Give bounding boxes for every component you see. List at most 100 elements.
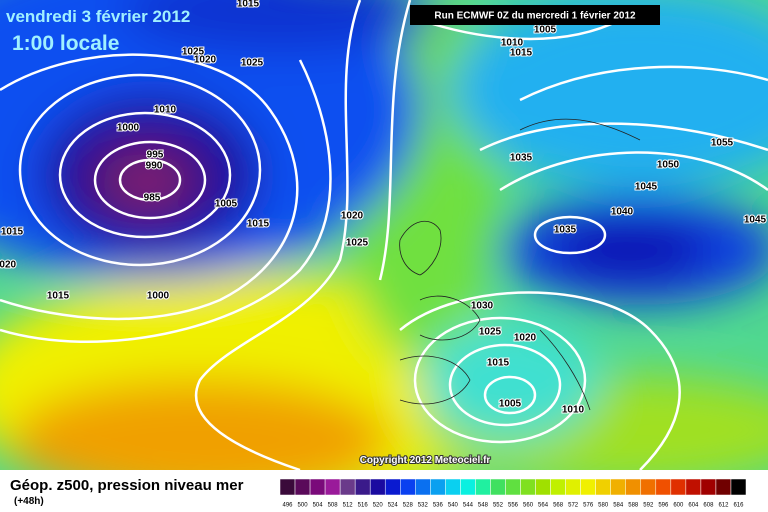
colorbar-label: 548 bbox=[478, 503, 489, 509]
isobar-label: 1015 bbox=[1, 227, 24, 238]
colorbar-label: 572 bbox=[568, 503, 579, 509]
colorbar-label: 496 bbox=[283, 503, 294, 509]
color-swatch bbox=[565, 478, 581, 496]
isobar-label: 1015 bbox=[237, 0, 260, 10]
colorbar-label: 512 bbox=[343, 503, 354, 509]
isobar-label: 1040 bbox=[611, 207, 634, 218]
color-swatch bbox=[730, 478, 747, 496]
isobar-label: 1015 bbox=[47, 291, 70, 302]
colorbar-label: 608 bbox=[703, 503, 714, 509]
colorbar-label: 604 bbox=[688, 503, 699, 509]
local-time: 1:00 locale bbox=[12, 32, 119, 55]
isobar-label: 1030 bbox=[471, 301, 494, 312]
isobar-label: 1010 bbox=[154, 105, 177, 116]
colorbar-label: 508 bbox=[328, 503, 339, 509]
colorbar-label: 600 bbox=[673, 503, 684, 509]
color-swatch bbox=[640, 478, 657, 496]
color-swatch bbox=[400, 478, 416, 496]
colorbar-label: 540 bbox=[448, 503, 459, 509]
colorbar-label: 560 bbox=[523, 503, 534, 509]
isobar-label: 1020 bbox=[194, 55, 217, 66]
colorbar-label: 576 bbox=[583, 503, 594, 509]
isobar-label: 995 bbox=[147, 150, 164, 161]
color-swatch bbox=[384, 478, 401, 496]
isobar-label: 1015 bbox=[510, 48, 533, 59]
isobar-label: 1000 bbox=[147, 291, 170, 302]
isobar-label: 1045 bbox=[744, 215, 767, 226]
colorbar-label: 500 bbox=[298, 503, 309, 509]
colorbar-label: 596 bbox=[658, 503, 669, 509]
color-swatch bbox=[580, 478, 596, 496]
color-swatch bbox=[309, 478, 326, 496]
colorbar-label: 552 bbox=[493, 503, 504, 509]
color-swatch bbox=[700, 478, 717, 496]
isobar-label: 1025 bbox=[182, 47, 205, 58]
color-swatch bbox=[430, 478, 446, 496]
isobar-label: 1020 bbox=[0, 260, 17, 271]
isobar-label: 1005 bbox=[499, 399, 522, 410]
isobar-label: 990 bbox=[146, 161, 163, 172]
isobar-label: 1035 bbox=[554, 225, 577, 236]
footer-lead: (+48h) bbox=[14, 496, 44, 507]
colorbar-label: 564 bbox=[538, 503, 549, 509]
color-swatch bbox=[445, 478, 461, 496]
isobar-label: 1010 bbox=[501, 38, 524, 49]
coastlines bbox=[399, 118, 641, 411]
color-swatch bbox=[520, 478, 536, 496]
isobar-label: 1015 bbox=[487, 358, 510, 369]
colorbar-label: 568 bbox=[553, 503, 564, 509]
colorbar-label: 516 bbox=[358, 503, 369, 509]
color-swatch bbox=[279, 478, 296, 496]
colorbar-label: 528 bbox=[403, 503, 414, 509]
isobar-label: 1025 bbox=[241, 58, 264, 69]
colorbar-label: 612 bbox=[718, 503, 729, 509]
colorbar-label: 532 bbox=[418, 503, 429, 509]
color-swatch bbox=[354, 478, 371, 496]
colorbar-label: 536 bbox=[433, 503, 444, 509]
colorbar-label: 544 bbox=[463, 503, 474, 509]
valid-time: vendredi 3 février 2012 bbox=[6, 7, 190, 26]
footer-title: Géop. z500, pression niveau mer bbox=[10, 477, 244, 494]
color-swatch bbox=[369, 478, 386, 496]
isobar-label: 1020 bbox=[514, 333, 537, 344]
color-swatch bbox=[490, 478, 506, 496]
color-swatch bbox=[294, 478, 311, 496]
isobar-label: 1055 bbox=[711, 138, 734, 149]
isobar-label: 1035 bbox=[510, 153, 533, 164]
color-swatch bbox=[535, 478, 551, 496]
color-swatch bbox=[595, 478, 611, 496]
color-swatch bbox=[550, 478, 566, 496]
color-swatch bbox=[460, 478, 476, 496]
isobar-label: 1015 bbox=[247, 219, 270, 230]
colorbar-label: 592 bbox=[643, 503, 654, 509]
isobar-label: 1045 bbox=[635, 182, 658, 193]
isobar-label: 985 bbox=[144, 193, 161, 204]
color-swatch bbox=[715, 478, 732, 496]
colorbar-label: 588 bbox=[628, 503, 639, 509]
isobar-label: 1005 bbox=[215, 199, 238, 210]
color-swatch bbox=[610, 478, 626, 496]
color-swatch bbox=[415, 478, 431, 496]
run-info: Run ECMWF 0Z du mercredi 1 février 2012 bbox=[434, 11, 636, 22]
color-swatch bbox=[655, 478, 672, 496]
isobar-label: 1005 bbox=[534, 25, 557, 36]
color-swatch bbox=[670, 478, 687, 496]
colorbar-label: 520 bbox=[373, 503, 384, 509]
color-swatch bbox=[339, 478, 356, 496]
isobars bbox=[0, 0, 768, 470]
isobar-label: 1000 bbox=[117, 123, 140, 134]
color-swatch bbox=[505, 478, 521, 496]
colorbar-label: 524 bbox=[388, 503, 399, 509]
isobar-label: 1025 bbox=[479, 327, 502, 338]
isobar-label: 1050 bbox=[657, 160, 680, 171]
colorbar-label: 616 bbox=[733, 503, 744, 509]
isobar-label: 1010 bbox=[562, 405, 585, 416]
colorbar-label: 584 bbox=[613, 503, 624, 509]
colorbar-label: 556 bbox=[508, 503, 519, 509]
copyright: Copyright 2012 Meteociel.fr bbox=[360, 455, 491, 466]
colorbar-label: 580 bbox=[598, 503, 609, 509]
color-swatch bbox=[475, 478, 491, 496]
colorbar: 496 500 504 508 512 516 520 524 528 532 536 540 544 5… bbox=[279, 478, 747, 509]
